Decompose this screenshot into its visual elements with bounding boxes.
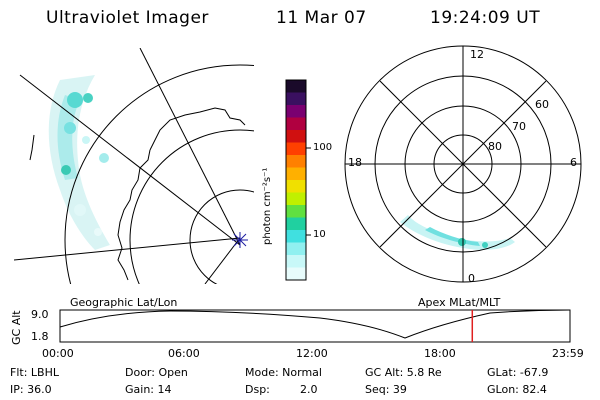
filter-info: Flt: LBHL: [10, 366, 59, 379]
geographic-title: Geographic Lat/Lon: [70, 296, 178, 309]
colorbar-segment: [286, 217, 306, 231]
latitude-circle: [129, 129, 254, 284]
meridian-line: [139, 48, 241, 246]
gc-alt-info: GC Alt: 5.8 Re: [365, 366, 442, 379]
colorbar-segment: [286, 180, 306, 193]
meridian-line: [14, 237, 241, 261]
colorbar-segment: [286, 142, 306, 156]
colorbar-segment: [286, 130, 306, 143]
colorbar-segment: [286, 155, 306, 168]
x-tick-1800: 18:00: [424, 347, 456, 360]
lat-label-70: 70: [512, 120, 526, 133]
gain-info: Gain: 14: [125, 383, 172, 396]
ip-info: IP: 36.0: [10, 383, 52, 396]
lat-label-80: 80: [488, 140, 502, 153]
mlt-line-diag: [379, 80, 547, 248]
y-tick-9: 9.0: [31, 308, 49, 321]
dsp-value: 2.0: [300, 383, 318, 396]
apex-title: Apex MLat/MLT: [418, 296, 501, 309]
gc-alt-axis-label: GC Alt: [10, 310, 23, 345]
colorbar-segment: [286, 92, 306, 106]
colorbar-segment: [286, 80, 306, 93]
x-tick-0600: 06:00: [168, 347, 200, 360]
colorbar-segment: [286, 192, 306, 206]
dsp-label: Dsp:: [245, 383, 270, 396]
colorbar-segment: [286, 242, 306, 256]
polar-plot: [344, 45, 582, 283]
latitude-circle: [64, 64, 254, 284]
date-label: 11 Mar 07: [276, 8, 367, 28]
glon-info: GLon: 82.4: [487, 383, 547, 396]
meridian-line: [19, 74, 241, 246]
x-tick-2359: 23:59: [552, 347, 584, 360]
aurora-geographic: [48, 75, 110, 250]
instrument-title: Ultraviolet Imager: [46, 8, 209, 28]
colorbar-segment: [286, 267, 306, 281]
coastline: [29, 107, 246, 281]
mode-info: Mode: Normal: [245, 366, 322, 379]
glat-info: GLat: -67.9: [487, 366, 549, 379]
colorbar-segment: [286, 205, 306, 218]
colorbar-segment: [286, 167, 306, 181]
colorbar-segment: [286, 117, 306, 131]
altitude-curve: [59, 309, 571, 339]
pole-marker: [232, 232, 248, 248]
colorbar-unit-label: photon cm⁻²s⁻¹: [262, 167, 273, 245]
geographic-map: [14, 48, 254, 284]
y-tick-1-8: 1.8: [31, 330, 49, 343]
colorbar-segment: [286, 230, 306, 243]
colorbar-tick-100: 100: [313, 142, 333, 153]
mlt-label-0: 0: [468, 272, 475, 285]
seq-info: Seq: 39: [365, 383, 407, 396]
colorbar-segment: [286, 105, 306, 118]
mlt-label-18: 18: [348, 156, 362, 169]
mlt-label-12: 12: [470, 48, 484, 61]
timeline-plot: [59, 309, 571, 343]
colorbar: [285, 79, 311, 281]
latitude-circle: [189, 189, 254, 284]
door-info: Door: Open: [125, 366, 188, 379]
time-label: 19:24:09 UT: [430, 8, 541, 28]
colorbar-tick-10: 10: [313, 229, 326, 240]
x-tick-0000: 00:00: [42, 347, 74, 360]
colorbar-segment: [286, 255, 306, 268]
mlt-label-6: 6: [570, 156, 577, 169]
aurora-polar: [400, 215, 515, 250]
x-tick-1200: 12:00: [296, 347, 328, 360]
lat-label-60: 60: [535, 98, 549, 111]
